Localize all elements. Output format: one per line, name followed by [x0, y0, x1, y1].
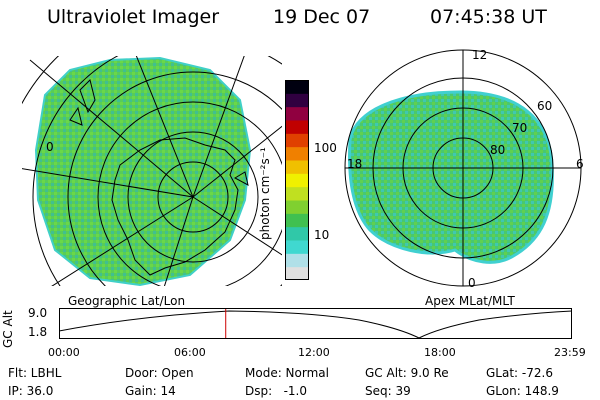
timeline-xtick-0: 00:00	[48, 346, 80, 359]
mlt-label-12: 12	[472, 48, 488, 62]
timeline-ytick-high: 9.0	[28, 306, 48, 320]
info-gain: Gain: 14	[125, 384, 176, 398]
colorbar-stripe	[285, 226, 309, 241]
colorbar-stripe	[285, 80, 309, 94]
timeline-xtick-3: 18:00	[424, 346, 456, 359]
right-caption: Apex MLat/MLT	[425, 294, 515, 308]
left-caption: Geographic Lat/Lon	[68, 294, 186, 308]
timeline-ylabel: GC Alt	[1, 310, 15, 348]
orbit-timeline	[59, 308, 573, 339]
timeline-xtick-1: 06:00	[174, 346, 206, 359]
colorbar-stripe	[285, 253, 309, 268]
mlt-label-6: 6	[576, 157, 584, 171]
time-label: 07:45:38 UT	[430, 6, 547, 28]
colorbar	[285, 80, 309, 280]
info-seq: Seq: 39	[365, 384, 411, 398]
geographic-grid	[22, 56, 282, 286]
colorbar-stripe	[285, 200, 309, 214]
colorbar-stripe	[285, 93, 309, 108]
colorbar-stripe	[285, 266, 309, 280]
info-glat: GLat: -72.6	[486, 366, 553, 380]
colorbar-unit-label: photon cm⁻²s⁻¹	[258, 147, 272, 240]
geographic-image	[22, 56, 282, 286]
info-filter: Flt: LBHL	[8, 366, 62, 380]
info-mode: Mode: Normal	[245, 366, 329, 380]
colorbar-stripe	[285, 240, 309, 254]
aurora-region-left	[34, 56, 252, 286]
colorbar-stripe	[285, 186, 309, 201]
aurora-region-right	[348, 90, 554, 264]
lat-label: 0	[46, 140, 54, 154]
mlt-label-0: 0	[468, 276, 476, 290]
colorbar-stripe	[285, 106, 309, 121]
info-ip: IP: 36.0	[8, 384, 54, 398]
mlat-label-80: 80	[490, 143, 506, 157]
info-glon: GLon: 148.9	[486, 384, 559, 398]
info-dsp: Dsp: -1.0	[245, 384, 308, 398]
mlat-mlt-image	[344, 49, 582, 287]
colorbar-stripe	[285, 160, 309, 174]
mlt-label-18: 18	[347, 157, 363, 171]
colorbar-tick-100: 100	[314, 141, 337, 155]
timeline-ytick-low: 1.8	[28, 325, 48, 339]
colorbar-stripe	[285, 146, 309, 161]
colorbar-stripe	[285, 173, 309, 188]
info-door: Door: Open	[125, 366, 194, 380]
colorbar-stripe	[285, 213, 309, 228]
timeline-xtick-2: 12:00	[298, 346, 330, 359]
app-title: Ultraviolet Imager	[47, 6, 220, 28]
orbit-altitude-curve	[59, 310, 573, 339]
mlat-label-60: 60	[537, 99, 553, 113]
info-gc-alt: GC Alt: 9.0 Re	[365, 366, 449, 380]
coastline	[111, 137, 239, 276]
polar-grid	[344, 49, 582, 287]
date-label: 19 Dec 07	[273, 6, 371, 28]
colorbar-tick-10: 10	[314, 228, 330, 242]
mlat-label-70: 70	[512, 121, 528, 135]
timeline-xtick-4: 23:59	[554, 346, 586, 359]
colorbar-stripe	[285, 120, 309, 134]
colorbar-stripe	[285, 133, 309, 148]
